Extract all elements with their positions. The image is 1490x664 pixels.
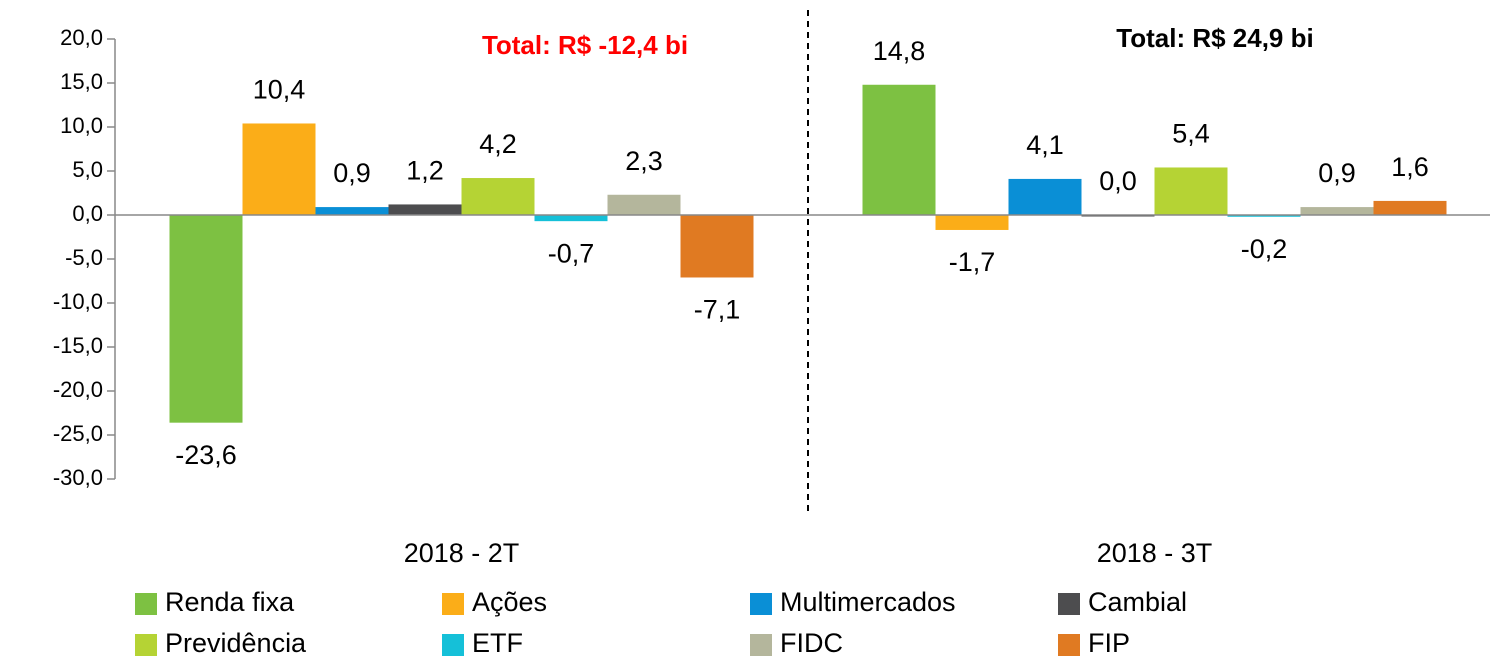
y-tick-label: 15,0 xyxy=(60,69,103,94)
value-label: -0,7 xyxy=(548,238,595,268)
bar xyxy=(862,84,936,215)
y-tick-label: 20,0 xyxy=(60,25,103,50)
legend-swatch xyxy=(135,634,157,656)
legend-swatch xyxy=(1058,634,1080,656)
legend-swatch xyxy=(750,634,772,656)
value-label: -1,7 xyxy=(949,247,996,277)
value-label: 2,3 xyxy=(625,146,663,176)
value-label: 14,8 xyxy=(873,36,926,66)
legend-label: ETF xyxy=(472,628,523,658)
y-tick-label: 5,0 xyxy=(72,157,103,182)
legend-swatch xyxy=(442,593,464,615)
bar xyxy=(680,215,754,278)
legend-label: FIP xyxy=(1088,628,1130,658)
value-label: 1,6 xyxy=(1391,152,1429,182)
bar xyxy=(169,215,243,423)
bar xyxy=(461,178,535,215)
y-tick-label: -30,0 xyxy=(53,465,103,490)
bar xyxy=(242,123,316,215)
legend-label: Previdência xyxy=(165,628,307,658)
value-label: 0,0 xyxy=(1099,166,1137,196)
value-label: 1,2 xyxy=(406,156,444,186)
bar xyxy=(607,194,681,215)
legend-swatch xyxy=(135,593,157,615)
annotation: Total: R$ -12,4 bi xyxy=(482,30,688,60)
legend-label: Ações xyxy=(472,587,547,617)
bar xyxy=(1227,215,1301,217)
legend-swatch xyxy=(1058,593,1080,615)
bar xyxy=(1373,200,1447,215)
legend-swatch xyxy=(442,634,464,656)
y-tick-label: -15,0 xyxy=(53,333,103,358)
value-label: 4,2 xyxy=(479,129,517,159)
x-tick-label: 2018 - 3T xyxy=(1097,538,1213,568)
bar xyxy=(315,207,389,215)
y-tick-label: -25,0 xyxy=(53,421,103,446)
value-label: 4,1 xyxy=(1026,130,1064,160)
value-label: -0,2 xyxy=(1241,234,1288,264)
legend-label: Cambial xyxy=(1088,587,1187,617)
y-tick-label: 0,0 xyxy=(72,201,103,226)
value-label: -7,1 xyxy=(694,295,741,325)
y-tick-label: 10,0 xyxy=(60,113,103,138)
bar xyxy=(935,215,1009,230)
annotation: Total: R$ 24,9 bi xyxy=(1116,23,1313,53)
value-label: -23,6 xyxy=(175,440,237,470)
bar xyxy=(1008,178,1082,215)
y-tick-label: -10,0 xyxy=(53,289,103,314)
legend-label: Multimercados xyxy=(780,587,956,617)
legend-swatch xyxy=(750,593,772,615)
bar xyxy=(534,215,608,222)
legend-label: FIDC xyxy=(780,628,843,658)
y-tick-label: -5,0 xyxy=(65,245,103,270)
legend-label: Renda fixa xyxy=(165,587,295,617)
x-tick-label: 2018 - 2T xyxy=(404,538,520,568)
y-tick-label: -20,0 xyxy=(53,377,103,402)
bar xyxy=(1154,167,1228,215)
value-label: 5,4 xyxy=(1172,119,1210,149)
value-label: 0,9 xyxy=(333,158,371,188)
value-label: 10,4 xyxy=(253,75,306,105)
bar xyxy=(1300,207,1374,215)
value-label: 0,9 xyxy=(1318,158,1356,188)
bar xyxy=(388,204,462,215)
